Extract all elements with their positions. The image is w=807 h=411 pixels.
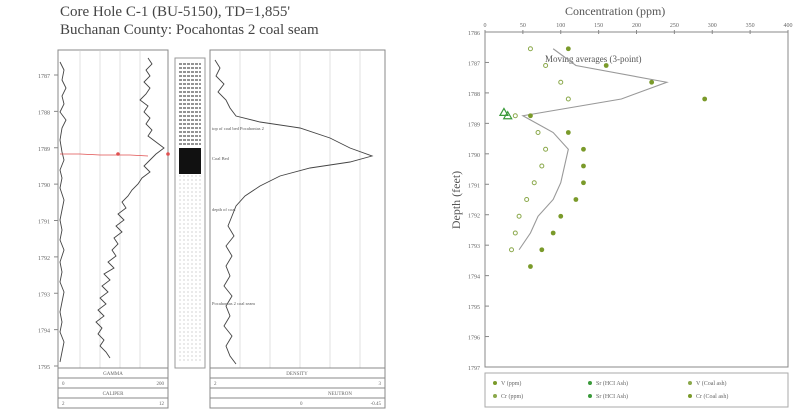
- data-point: [516, 213, 522, 219]
- data-point: [509, 247, 515, 253]
- moving-average-label: Moving averages (3-point): [545, 54, 641, 64]
- data-point: [558, 79, 564, 85]
- y-tick-label: 1788: [468, 92, 480, 98]
- data-point: [539, 163, 545, 169]
- y-tick-label: 1791: [468, 183, 480, 189]
- legend-label: Sr (HCI Ash): [596, 393, 628, 400]
- legend-label: Sr (HCI Ash): [596, 380, 628, 387]
- data-point: [565, 130, 571, 135]
- legend-label: Cr (Coal ash): [696, 393, 728, 400]
- y-tick-label: 1797: [468, 366, 480, 372]
- data-point: [535, 130, 541, 135]
- y-tick-label: 1793: [468, 244, 480, 250]
- y-tick-label: 1787: [468, 61, 480, 67]
- x-tick-label: 350: [746, 23, 755, 29]
- data-point: [531, 180, 537, 186]
- left-title-line1: Core Hole C-1 (BU-5150), TD=1,855': [60, 4, 291, 20]
- data-point: [527, 46, 533, 52]
- data-point: [649, 79, 655, 85]
- data-point: [581, 146, 586, 152]
- legend-marker: [588, 381, 592, 385]
- data-point: [543, 146, 549, 152]
- data-point: [502, 110, 513, 120]
- data-point: [539, 247, 545, 253]
- legend-marker: [493, 381, 497, 385]
- data-point: [581, 163, 586, 169]
- data-point: [558, 213, 564, 219]
- x-tick-label: 0: [484, 23, 487, 29]
- data-point: [702, 96, 708, 102]
- left-title-line2: Buchanan County: Pocahontas 2 coal seam: [60, 22, 319, 38]
- legend-label: V (Coal ash): [696, 380, 727, 387]
- data-point: [528, 264, 533, 269]
- data-point: [543, 63, 549, 68]
- data-point: [524, 197, 530, 202]
- data-point: [565, 96, 571, 102]
- data-point: [573, 197, 579, 202]
- y-tick-label: 1792: [468, 214, 480, 220]
- x-tick-label: 250: [670, 23, 679, 29]
- series-layer: [498, 46, 708, 269]
- y-tick-label: 1795: [468, 305, 480, 311]
- x-tick-label: 300: [708, 23, 717, 29]
- data-point: [498, 107, 509, 116]
- data-point: [512, 230, 518, 236]
- y-tick-label: 1789: [468, 122, 480, 128]
- legend-label: V (ppm): [501, 380, 521, 387]
- x-tick-label: 400: [784, 23, 793, 29]
- legend-marker: [688, 394, 692, 398]
- y-tick-label: 1794: [468, 275, 480, 281]
- x-tick-label: 200: [632, 23, 641, 29]
- legend-label: Cr (ppm): [501, 393, 523, 400]
- y-tick-label: 1786: [468, 31, 480, 37]
- moving-average-line: [518, 48, 669, 251]
- legend-marker: [688, 381, 692, 385]
- legend-marker: [493, 394, 497, 398]
- x-axis: 0 50 100 150 200 250 300 350 400: [484, 23, 793, 34]
- chart-legend: V (ppm) Sr (HCI Ash) V (Coal ash) Cr (ppm) S…: [484, 372, 789, 408]
- y-axis-label: Depth (feet): [449, 171, 463, 229]
- chart-title: Concentration (ppm): [565, 4, 666, 18]
- legend-marker: [588, 394, 592, 398]
- data-point: [512, 113, 518, 119]
- data-point: [550, 230, 556, 236]
- x-tick-label: 150: [594, 23, 603, 29]
- y-tick-label: 1796: [468, 336, 480, 342]
- x-tick-label: 50: [520, 23, 526, 29]
- data-point: [603, 63, 609, 68]
- y-axis: 1786 1787 1788 1789 1790 1791 1792 1793 1794 1795…: [468, 31, 489, 372]
- x-tick-label: 100: [556, 23, 565, 29]
- y-tick-label: 1790: [468, 153, 480, 159]
- data-point: [581, 180, 586, 186]
- data-point: [528, 113, 533, 119]
- data-point: [565, 46, 571, 52]
